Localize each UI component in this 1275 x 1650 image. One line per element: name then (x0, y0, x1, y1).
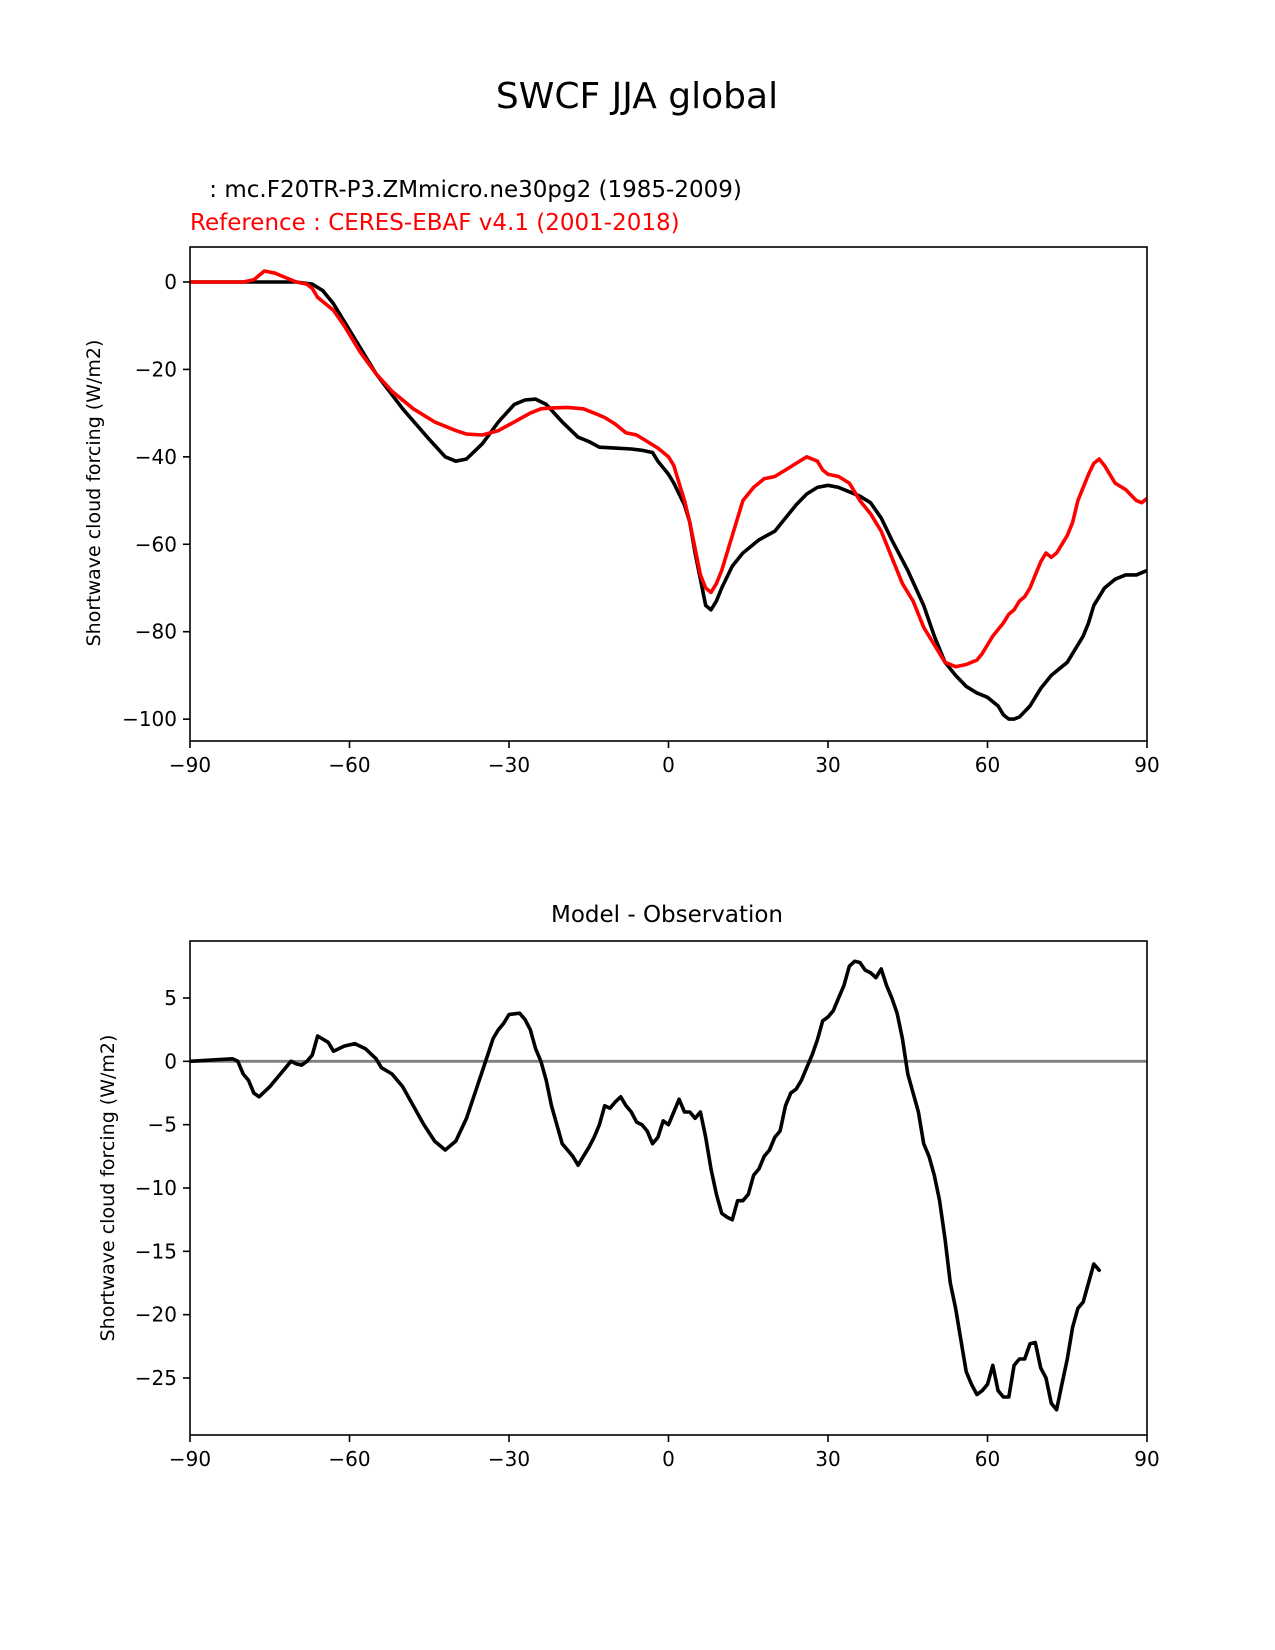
axes-frame (189, 940, 1148, 1436)
x-tick-label: −60 (328, 753, 370, 777)
x-tick-label: 60 (975, 1447, 1000, 1471)
top-y-axis-label: Shortwave cloud forcing (W/m2) (83, 340, 105, 647)
figure-title: SWCF JJA global (496, 76, 778, 117)
difference-series-line (190, 959, 1101, 1412)
y-tick-label: −15 (135, 1239, 177, 1263)
y-tick-label: −80 (135, 620, 177, 644)
y-tick-label: 5 (164, 986, 177, 1010)
y-tick-label: −5 (148, 1113, 177, 1137)
axes-frame (189, 246, 1148, 742)
top-panel: : mc.F20TR-P3.ZMmicro.ne30pg2 (1985-2009… (83, 177, 1160, 777)
x-tick-label: 30 (815, 753, 840, 777)
x-tick-label: −90 (169, 1447, 211, 1471)
model-subtitle: : mc.F20TR-P3.ZMmicro.ne30pg2 (1985-2009… (202, 177, 742, 203)
y-tick-label: 0 (164, 1049, 177, 1073)
y-tick-label: −20 (135, 1303, 177, 1327)
y-tick-label: −60 (135, 532, 177, 556)
difference-title: Model - Observation (551, 902, 783, 928)
bottom-panel: Model - Observation −90 −60 −30 0 30 60 90 5 0 −5… (97, 902, 1160, 1471)
y-tick-label: 0 (164, 270, 177, 294)
x-tick-label: 30 (815, 1447, 840, 1471)
x-tick-label: 90 (1134, 1447, 1159, 1471)
bottom-y-axis-label: Shortwave cloud forcing (W/m2) (97, 1035, 119, 1342)
reference-series-line (190, 269, 1147, 669)
y-tick-label: −25 (135, 1366, 177, 1390)
x-tick-label: −60 (328, 1447, 370, 1471)
x-tick-label: 60 (975, 753, 1000, 777)
reference-subtitle: Reference : CERES-EBAF v4.1 (2001-2018) (190, 210, 680, 236)
model-series-line (190, 280, 1147, 721)
x-tick-label: 90 (1134, 753, 1159, 777)
y-tick-label: −20 (135, 357, 177, 381)
y-tick-label: −10 (135, 1176, 177, 1200)
x-tick-label: 0 (662, 1447, 675, 1471)
top-plot-area: −90 −60 −30 0 30 60 90 0 −20 −40 −60 −80 −100 (122, 246, 1160, 777)
x-tick-label: −90 (169, 753, 211, 777)
y-tick-label: −40 (135, 445, 177, 469)
bottom-plot-area: −90 −60 −30 0 30 60 90 5 0 −5 −10 −15 −20 −25 (135, 940, 1160, 1471)
x-tick-label: 0 (662, 753, 675, 777)
x-tick-label: −30 (488, 1447, 530, 1471)
x-tick-label: −30 (488, 753, 530, 777)
y-tick-label: −100 (122, 707, 177, 731)
